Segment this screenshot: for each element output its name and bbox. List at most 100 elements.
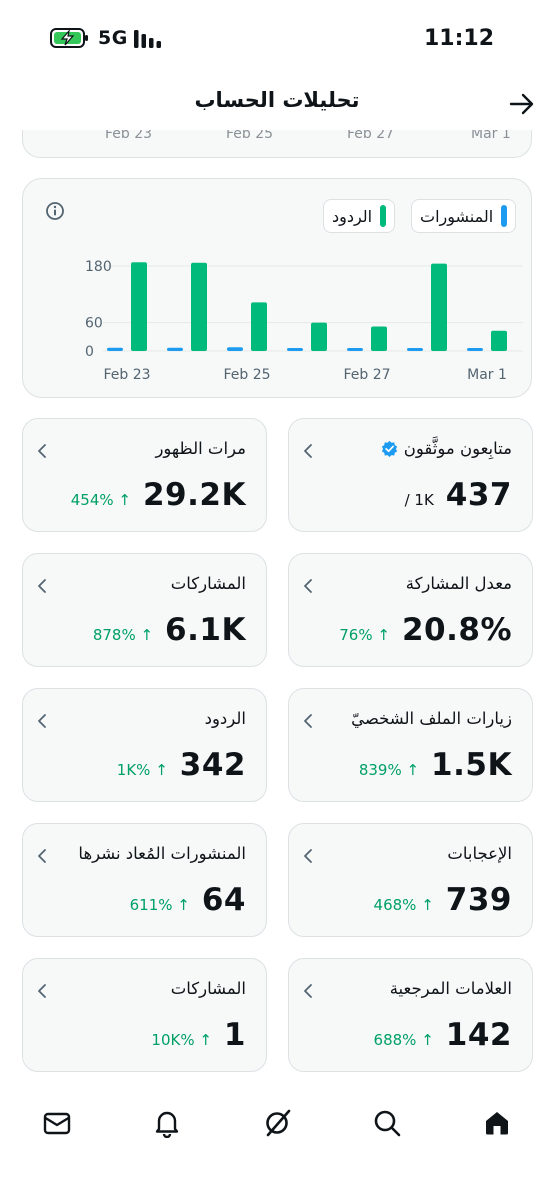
stat-change: 76% ↑ (339, 626, 390, 644)
arrow-right-icon[interactable] (508, 92, 536, 116)
bar-replies[interactable] (251, 302, 267, 351)
x-tick-label: Feb 27 (347, 126, 395, 142)
stat-label: العلامات المرجعية (390, 979, 512, 998)
stat-label-text: الردود (204, 709, 246, 728)
chevron-left-icon (38, 849, 46, 863)
stat-change: 688% ↑ (373, 1031, 434, 1049)
bottom-navigation (0, 1090, 554, 1160)
stat-value: 342 (179, 747, 246, 783)
bar-replies[interactable] (311, 322, 327, 351)
stat-label-text: مرات الظهور (155, 439, 246, 458)
chevron-left-icon (38, 579, 46, 593)
stat-label: الإعجابات (447, 844, 512, 863)
x-tick-label: Mar 1 (471, 126, 511, 142)
bar-posts[interactable] (107, 347, 123, 351)
stat-label: الردود (205, 709, 246, 728)
x-tick-label: Feb 25 (223, 367, 270, 383)
stat-label-text: المشاركات (170, 979, 246, 998)
stat-label-text: المشاركات (170, 574, 246, 593)
stat-label: مرات الظهور (155, 439, 246, 458)
bar-replies[interactable] (491, 330, 507, 351)
stat-change: 468% ↑ (373, 896, 434, 914)
stat-value: 1.5K (431, 747, 512, 783)
stat-label: معدل المشاركة (406, 574, 512, 593)
stat-card[interactable]: مرات الظهور 29.2K 454% ↑ (22, 418, 267, 532)
bar-replies[interactable] (131, 262, 147, 351)
stat-value: 64 (201, 882, 246, 918)
chevron-left-icon (38, 714, 46, 728)
bar-posts[interactable] (167, 347, 183, 351)
stat-card[interactable]: الردود 342 1K% ↑ (22, 688, 267, 802)
legend-label: الردود (332, 206, 373, 226)
stat-card[interactable]: المنشورات المُعاد نشرها 64 611% ↑ (22, 823, 267, 937)
stat-value: 739 (445, 882, 512, 918)
clock: 11:12 (424, 26, 495, 51)
stat-label: المنشورات المُعاد نشرها (78, 844, 246, 863)
bar-replies[interactable] (371, 326, 387, 351)
x-tick-label: Mar 1 (467, 367, 507, 383)
stat-label: متابِعون موثَّقون (381, 439, 512, 458)
y-tick-label: 0 (85, 344, 94, 360)
header: تحليلات الحساب (0, 78, 554, 130)
stat-change: 839% ↑ (358, 761, 420, 779)
stat-value: 29.2K (142, 477, 246, 513)
y-tick-label: 60 (85, 316, 103, 332)
legend-label: المنشورات (420, 206, 494, 226)
search-icon[interactable] (372, 1108, 402, 1138)
stat-card[interactable]: معدل المشاركة 20.8% 76% ↑ (288, 553, 533, 667)
stat-label: المشاركات (171, 979, 246, 998)
stat-card[interactable]: المشاركات 1 10K% ↑ (22, 958, 267, 1072)
bar-posts[interactable] (287, 348, 303, 351)
bar-posts[interactable] (467, 348, 483, 351)
notifications-icon[interactable] (152, 1108, 182, 1138)
chevron-left-icon (38, 444, 46, 458)
replies-posts-chart-card: المنشورات الردود 180 60 0 Feb 23 Feb 25 Feb 2… (22, 178, 532, 398)
x-tick-label: Feb 23 (105, 126, 153, 142)
info-icon[interactable] (45, 201, 65, 221)
stat-card[interactable]: العلامات المرجعية 142 688% ↑ (288, 958, 533, 1072)
bar-posts[interactable] (407, 348, 423, 351)
bar-posts[interactable] (347, 348, 363, 351)
legend-posts[interactable]: المنشورات (411, 199, 517, 233)
signal-bars-icon (134, 30, 161, 48)
page-title: تحليلات الحساب (194, 88, 360, 112)
stat-change: 10K% ↑ (151, 1031, 212, 1049)
messages-icon[interactable] (42, 1108, 72, 1138)
legend-swatch-replies (380, 205, 387, 227)
chevron-left-icon (304, 849, 312, 863)
home-icon[interactable] (482, 1108, 512, 1138)
network-type: 5G (98, 27, 128, 49)
stat-value: 142 (445, 1017, 512, 1053)
stat-label-text: الإعجابات (447, 844, 512, 863)
chevron-left-icon (304, 444, 312, 458)
stat-card[interactable]: الإعجابات 739 468% ↑ (288, 823, 533, 937)
bar-replies[interactable] (191, 262, 207, 351)
stat-label-text: زيارات الملف الشخصيّ (351, 709, 512, 728)
bar-replies[interactable] (431, 263, 447, 351)
chevron-left-icon (38, 984, 46, 998)
y-tick-label: 180 (85, 259, 112, 275)
stat-change: 611% ↑ (129, 896, 190, 914)
chevron-left-icon (304, 984, 312, 998)
stat-label-text: معدل المشاركة (405, 574, 512, 593)
stat-value: 6.1K (165, 612, 246, 648)
chevron-left-icon (304, 579, 312, 593)
stat-label: زيارات الملف الشخصيّ (351, 709, 512, 728)
stat-value: 1 (223, 1017, 246, 1053)
bar-posts[interactable] (227, 347, 243, 351)
stat-card[interactable]: زيارات الملف الشخصيّ 1.5K 839% ↑ (288, 688, 533, 802)
legend-replies[interactable]: الردود (323, 199, 396, 233)
stat-card[interactable]: متابِعون موثَّقون 437 / 1K (288, 418, 533, 532)
x-tick-label: Feb 27 (343, 367, 390, 383)
x-tick-label: Feb 23 (103, 367, 150, 383)
stat-label-text: متابِعون موثَّقون (403, 439, 512, 458)
stat-label: المشاركات (171, 574, 246, 593)
stat-total: / 1K (404, 491, 434, 509)
grok-icon[interactable] (262, 1108, 292, 1138)
stat-label-text: العلامات المرجعية (389, 979, 512, 998)
stat-card[interactable]: المشاركات 6.1K 878% ↑ (22, 553, 267, 667)
stat-value: 20.8% (401, 612, 512, 648)
stat-value: 437 (445, 477, 512, 513)
battery-charging-icon (50, 28, 88, 48)
status-bar: 5G 11:12 (0, 0, 554, 78)
